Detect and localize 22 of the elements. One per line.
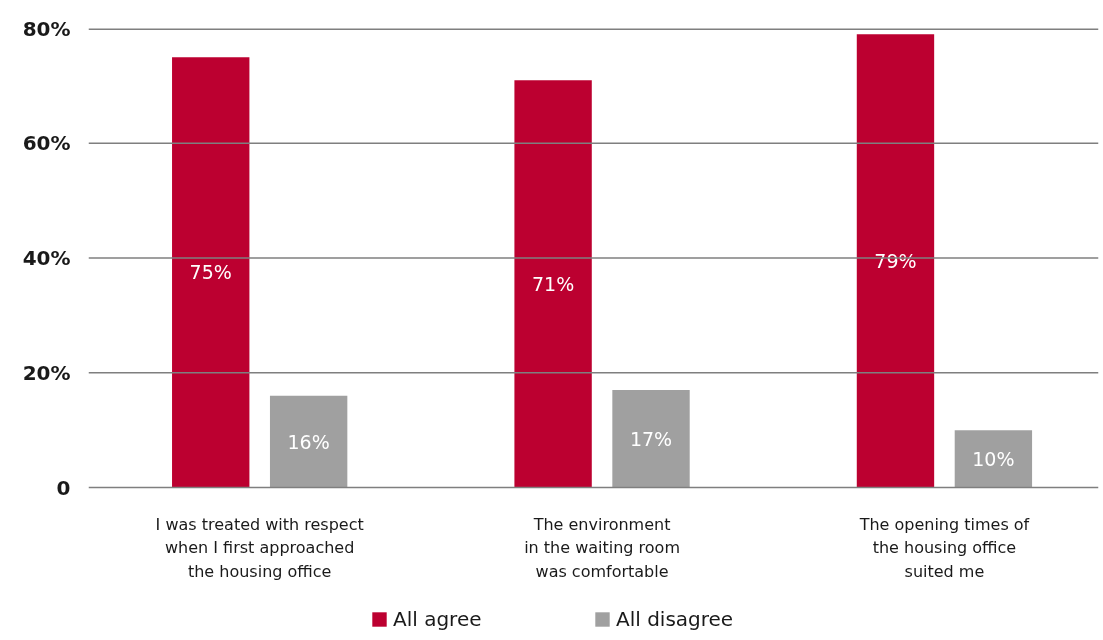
bar (172, 57, 250, 488)
y-tick-label: 40% (22, 246, 71, 270)
bar (269, 395, 348, 488)
y-tick-label: 0 (56, 475, 71, 500)
bar (514, 80, 592, 488)
data-label: 16% (287, 430, 330, 453)
x-tick-label: I was treated with respect when I first approached the housing office (155, 514, 364, 581)
data-label: 71% (531, 272, 575, 295)
data-label: 79% (874, 249, 917, 272)
y-tick-label: 80% (22, 16, 71, 41)
y-tick-label: 60% (22, 131, 71, 156)
y-tick-label: 20% (22, 360, 71, 385)
legend-label: All agree (393, 607, 483, 631)
bar (954, 430, 1033, 488)
data-label: 10% (972, 447, 1015, 470)
x-tick-label: The environment in the waiting room was comfortable (524, 514, 680, 581)
data-label: 75% (189, 261, 232, 284)
data-label: 17% (629, 427, 673, 450)
bar (612, 389, 690, 488)
bar (856, 34, 935, 488)
x-tick-label: The opening times of the housing office suited me (858, 514, 1030, 581)
legend-label: All disagree (616, 607, 735, 631)
